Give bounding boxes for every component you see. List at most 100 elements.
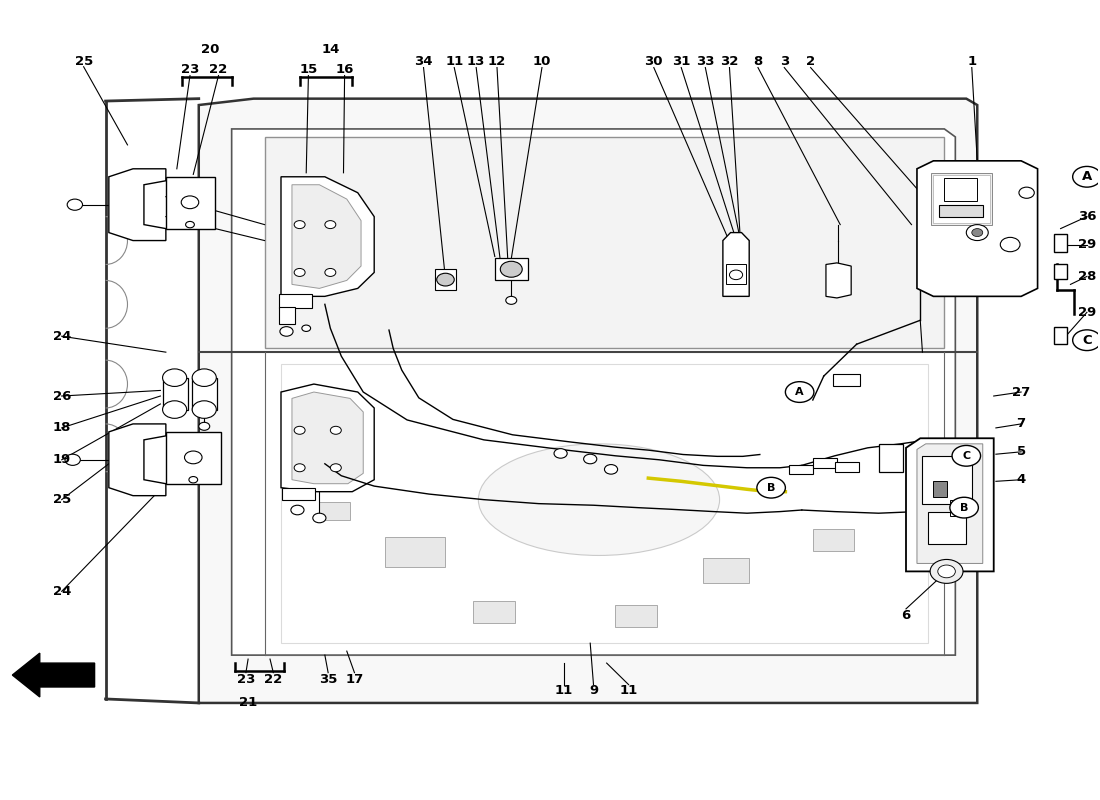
Text: EuroSports: EuroSports — [596, 327, 877, 441]
Text: 15: 15 — [299, 62, 318, 76]
Text: A: A — [795, 387, 804, 397]
Text: 23: 23 — [180, 62, 199, 76]
Bar — [495, 258, 528, 281]
Text: 27: 27 — [1012, 386, 1031, 398]
Text: 11: 11 — [446, 54, 463, 68]
Polygon shape — [917, 161, 1037, 296]
Circle shape — [294, 269, 305, 277]
Polygon shape — [280, 364, 928, 643]
Bar — [278, 306, 295, 324]
Polygon shape — [199, 98, 977, 703]
Text: 5: 5 — [1016, 446, 1025, 458]
Circle shape — [67, 199, 82, 210]
Text: 12: 12 — [488, 54, 506, 68]
Polygon shape — [826, 263, 851, 298]
Circle shape — [605, 465, 617, 474]
Bar — [319, 502, 350, 519]
Circle shape — [324, 221, 336, 229]
Circle shape — [950, 498, 978, 518]
Bar — [703, 558, 749, 583]
Bar — [932, 173, 991, 225]
Circle shape — [312, 514, 326, 522]
Circle shape — [938, 565, 955, 578]
Circle shape — [301, 325, 310, 331]
Text: 14: 14 — [321, 42, 340, 56]
Circle shape — [294, 464, 305, 472]
Text: 26: 26 — [53, 390, 70, 402]
Circle shape — [785, 382, 814, 402]
Text: a passion for: a passion for — [591, 483, 771, 556]
Circle shape — [182, 196, 199, 209]
Text: 25: 25 — [75, 54, 92, 68]
Text: 11: 11 — [619, 685, 638, 698]
Bar — [1054, 234, 1067, 252]
Text: 30: 30 — [645, 54, 663, 68]
Circle shape — [1000, 238, 1020, 252]
Text: 13: 13 — [468, 54, 485, 68]
Text: 22: 22 — [209, 62, 228, 76]
Polygon shape — [280, 177, 374, 296]
Circle shape — [192, 401, 217, 418]
Circle shape — [186, 222, 195, 228]
Bar — [192, 378, 218, 410]
Bar — [473, 601, 515, 623]
Text: 11: 11 — [554, 685, 573, 698]
Text: 1: 1 — [967, 54, 977, 68]
Polygon shape — [166, 177, 216, 229]
Bar — [923, 456, 971, 504]
Bar — [835, 462, 859, 472]
Circle shape — [189, 477, 198, 483]
Bar — [939, 205, 982, 217]
Circle shape — [729, 270, 743, 280]
Bar — [833, 374, 860, 386]
Circle shape — [294, 426, 305, 434]
Circle shape — [163, 401, 187, 418]
Polygon shape — [109, 424, 166, 496]
Polygon shape — [292, 392, 363, 484]
Circle shape — [330, 464, 341, 472]
Text: 31: 31 — [672, 54, 691, 68]
Bar — [934, 175, 990, 223]
Bar — [928, 512, 966, 543]
Circle shape — [506, 296, 517, 304]
Circle shape — [65, 454, 80, 466]
Text: 4: 4 — [1016, 474, 1026, 486]
Text: 3: 3 — [780, 54, 789, 68]
Bar — [282, 488, 315, 500]
Text: 29: 29 — [1078, 238, 1096, 251]
Text: 9: 9 — [588, 685, 598, 698]
Circle shape — [192, 369, 217, 386]
Polygon shape — [906, 438, 993, 571]
Circle shape — [279, 326, 293, 336]
Circle shape — [500, 262, 522, 278]
Text: 33: 33 — [696, 54, 715, 68]
Text: 19: 19 — [53, 454, 70, 466]
Polygon shape — [723, 233, 749, 296]
Text: A: A — [1081, 170, 1092, 183]
Circle shape — [1072, 166, 1100, 187]
Text: C: C — [962, 451, 970, 461]
Text: B: B — [767, 482, 775, 493]
Circle shape — [290, 506, 304, 515]
Circle shape — [584, 454, 597, 464]
Text: 16: 16 — [336, 62, 354, 76]
Circle shape — [757, 478, 785, 498]
Text: 36: 36 — [1078, 210, 1097, 223]
Circle shape — [324, 269, 336, 277]
Ellipse shape — [478, 444, 719, 555]
Text: 34: 34 — [415, 54, 432, 68]
Bar — [934, 482, 947, 498]
Text: 23: 23 — [236, 673, 255, 686]
Text: 6: 6 — [901, 609, 911, 622]
Circle shape — [294, 221, 305, 229]
Text: 20: 20 — [200, 42, 219, 56]
Bar — [278, 294, 311, 308]
Polygon shape — [292, 185, 361, 288]
Circle shape — [1072, 330, 1100, 350]
Text: B: B — [960, 502, 968, 513]
Polygon shape — [166, 432, 221, 484]
Bar — [879, 444, 903, 472]
Circle shape — [971, 229, 982, 237]
Bar — [813, 529, 855, 551]
Bar — [163, 378, 188, 410]
